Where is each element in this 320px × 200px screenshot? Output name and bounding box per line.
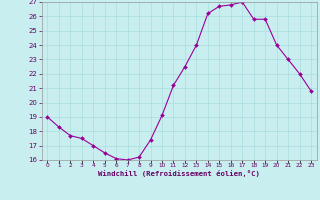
X-axis label: Windchill (Refroidissement éolien,°C): Windchill (Refroidissement éolien,°C) xyxy=(98,170,260,177)
